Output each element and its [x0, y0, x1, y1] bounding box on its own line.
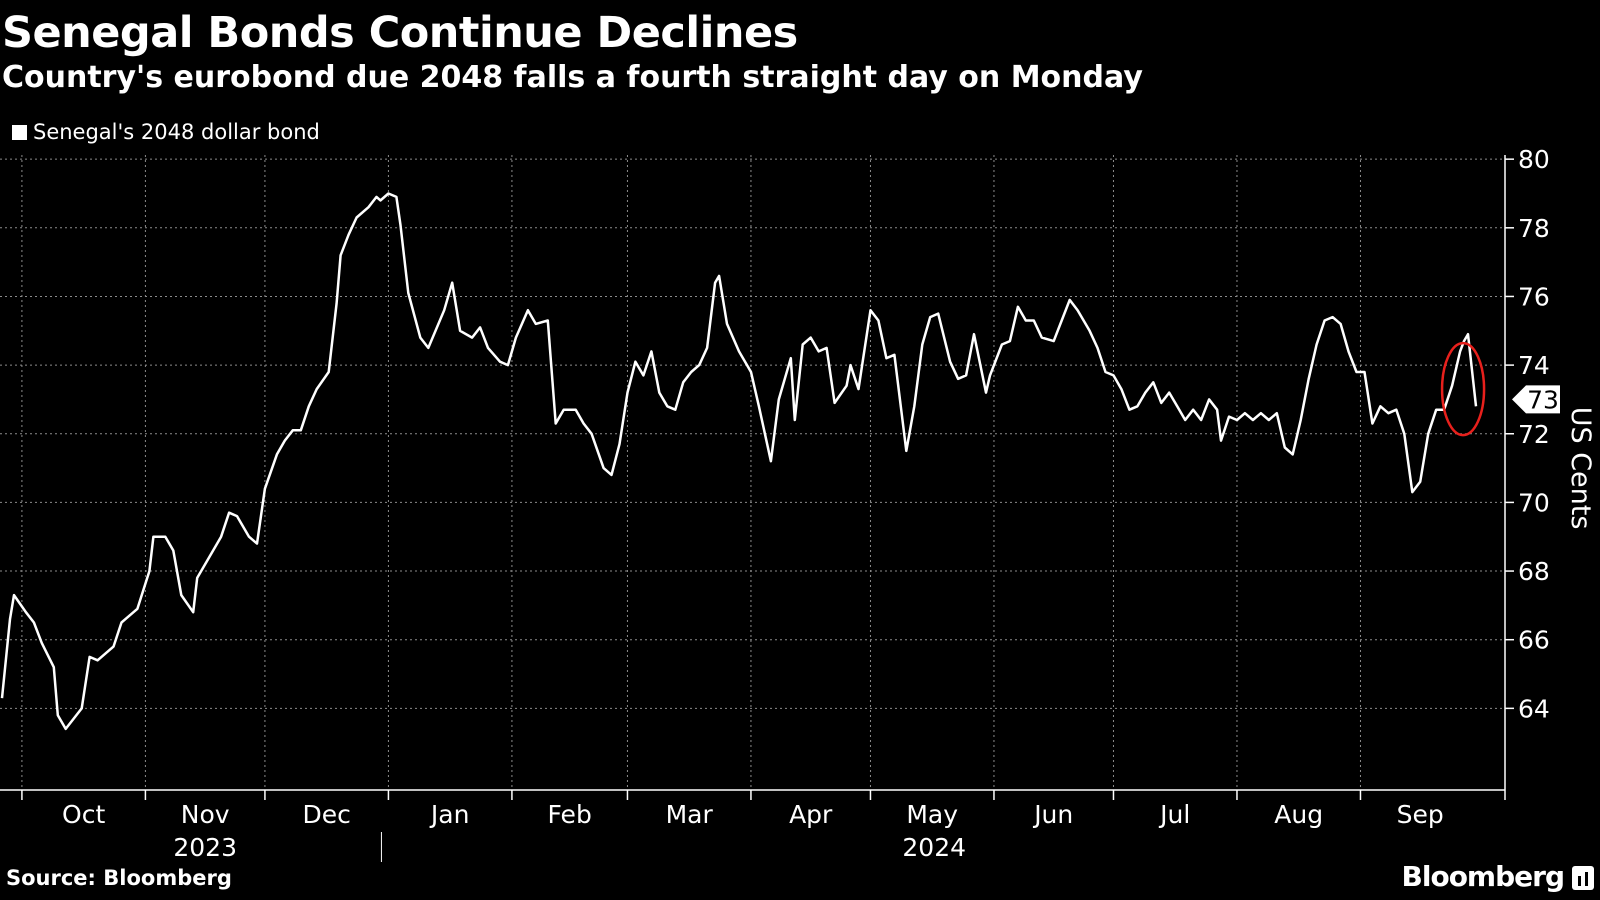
series-line-senegal-2048-bond — [0, 192, 1478, 731]
x-tick-label: Aug — [1274, 800, 1323, 829]
y-tick-label: 66 — [1518, 626, 1550, 655]
legend: Senegal's 2048 dollar bond — [12, 120, 320, 144]
x-tick-label: Nov — [181, 800, 230, 829]
x-tick-label: Feb — [548, 800, 592, 829]
x-tick-label: Jan — [429, 800, 470, 829]
x-tick-label: Sep — [1397, 800, 1444, 829]
y-tick-label: 70 — [1518, 488, 1550, 517]
bloomberg-icon — [1572, 866, 1594, 890]
highlight-circle — [1440, 341, 1486, 437]
year-label: 2023 — [173, 833, 237, 862]
x-tick-label: Dec — [302, 800, 350, 829]
x-tick-label: May — [906, 800, 958, 829]
y-tick-label: 76 — [1518, 282, 1550, 311]
y-tick-label: 68 — [1518, 557, 1550, 586]
brand-logo: Bloomberg — [1401, 860, 1565, 893]
last-value-label: 73 — [1527, 385, 1559, 414]
x-tick-label: Oct — [62, 800, 105, 829]
x-tick-label: Jul — [1158, 800, 1190, 829]
chart-title: Senegal Bonds Continue Declines — [2, 8, 798, 58]
legend-label: Senegal's 2048 dollar bond — [33, 120, 320, 144]
y-axis-title: US Cents — [1565, 407, 1596, 530]
chart-subtitle: Country's eurobond due 2048 falls a four… — [2, 60, 1143, 95]
legend-swatch — [12, 124, 27, 140]
last-value-tag — [1512, 385, 1560, 414]
year-label: 2024 — [902, 833, 966, 862]
x-tick-label: Apr — [789, 800, 833, 829]
y-tick-label: 64 — [1518, 694, 1550, 723]
x-tick-label: Mar — [666, 800, 714, 829]
y-tick-label: 80 — [1518, 145, 1550, 174]
y-tick-label: 74 — [1518, 351, 1550, 380]
y-tick-label: 72 — [1518, 420, 1550, 449]
source-note: Source: Bloomberg — [6, 866, 232, 890]
y-tick-label: 78 — [1518, 214, 1550, 243]
x-tick-label: Jun — [1032, 800, 1073, 829]
